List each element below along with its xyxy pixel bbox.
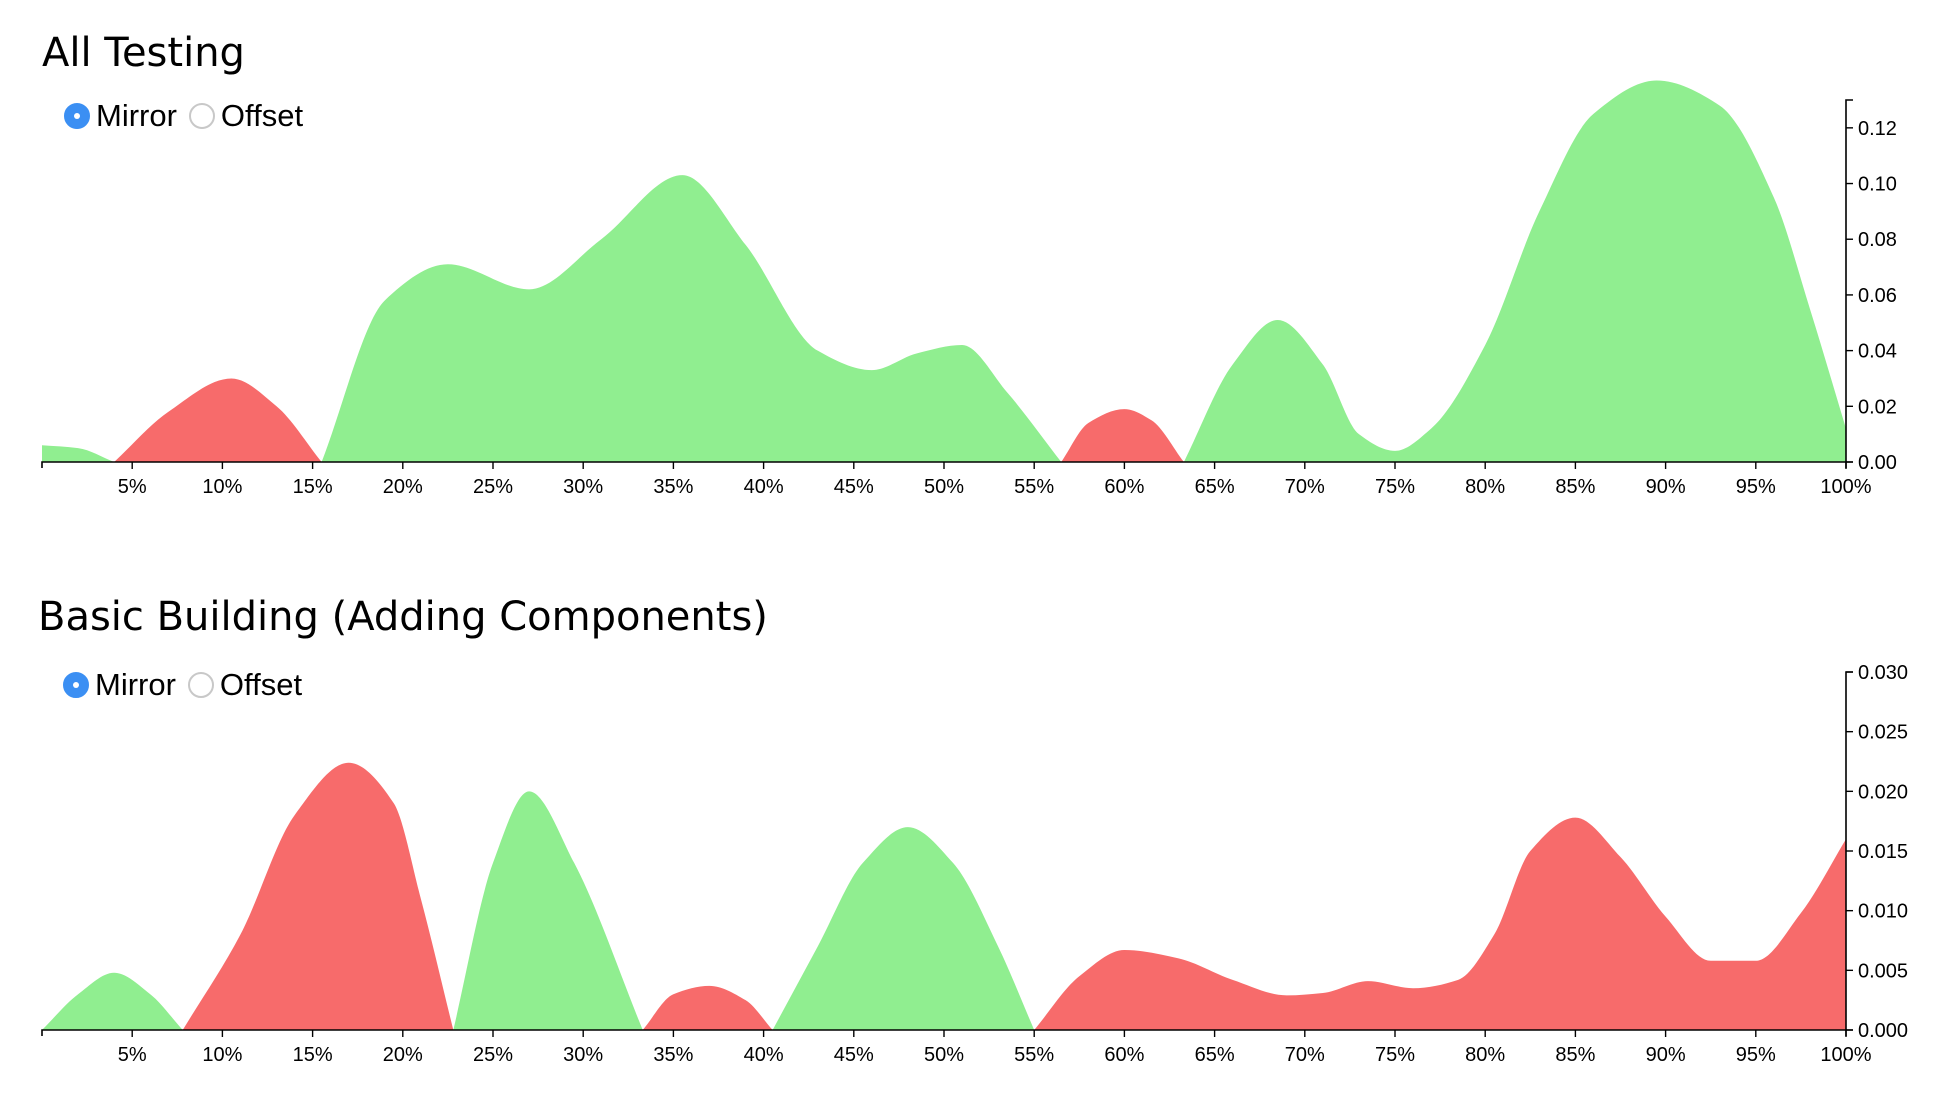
x-tick-label: 50% <box>924 476 964 498</box>
mode-selector: Mirror Offset <box>64 98 315 134</box>
chart-title: All Testing <box>42 30 245 76</box>
mirror-radio[interactable] <box>63 672 89 698</box>
x-tick-label: 100% <box>1820 1044 1871 1066</box>
x-tick-label: 100% <box>1820 476 1871 498</box>
chart-panel-basic-building: Basic Building (Adding Components) Mirro… <box>0 560 1956 1104</box>
x-tick-label: 45% <box>834 476 874 498</box>
offset-label: Offset <box>219 667 303 702</box>
x-tick-label: 75% <box>1375 476 1415 498</box>
x-tick-label: 60% <box>1104 1044 1144 1066</box>
x-tick-label: 10% <box>202 476 242 498</box>
x-tick-label: 35% <box>653 1044 693 1066</box>
x-tick-label: 30% <box>563 1044 603 1066</box>
x-tick-label: 30% <box>563 476 603 498</box>
y-tick-label: 0.12 <box>1858 118 1897 140</box>
x-tick-label: 15% <box>293 1044 333 1066</box>
x-tick-label: 35% <box>653 476 693 498</box>
y-tick-label: 0.08 <box>1858 229 1897 251</box>
x-axis: 5% 10% 15% 20% 25% 30% 35% 40% 45% 50% 55% 60% 65% 70… <box>41 1029 1872 1066</box>
x-tick-label: 70% <box>1285 1044 1325 1066</box>
x-tick-label: 80% <box>1465 1044 1505 1066</box>
offset-radio[interactable] <box>188 103 215 129</box>
mirror-radio[interactable] <box>64 103 90 129</box>
area-segment-positive <box>1183 80 1846 462</box>
x-tick-label: 5% <box>118 476 147 498</box>
x-tick-label: 55% <box>1014 476 1054 498</box>
offset-option[interactable]: Offset <box>188 98 304 134</box>
chart-title: Basic Building (Adding Components) <box>38 594 768 640</box>
y-tick-label: 0.015 <box>1858 841 1908 863</box>
area-segment-negative <box>182 762 454 1030</box>
x-tick-label: 70% <box>1285 476 1325 498</box>
x-tick-label: 60% <box>1104 476 1144 498</box>
area-segment-positive <box>321 175 1062 462</box>
x-tick-label: 20% <box>383 476 423 498</box>
x-tick-label: 85% <box>1555 476 1595 498</box>
x-tick-label: 45% <box>834 1044 874 1066</box>
area-segment-positive <box>42 445 115 462</box>
x-tick-label: 95% <box>1736 476 1776 498</box>
area-segment-negative <box>114 378 322 462</box>
area-segment-negative <box>642 985 773 1030</box>
y-tick-label: 0.030 <box>1858 662 1908 684</box>
area-segment-negative <box>1061 409 1184 462</box>
y-axis-line <box>1845 99 1853 463</box>
x-tick-label: 15% <box>293 476 333 498</box>
x-tick-label: 95% <box>1736 1044 1776 1066</box>
x-tick-label: 50% <box>924 1044 964 1066</box>
mirror-label: Mirror <box>95 667 176 702</box>
mirror-option[interactable]: Mirror <box>63 667 176 703</box>
x-tick-label: 25% <box>473 1044 513 1066</box>
x-tick-label: 75% <box>1375 1044 1415 1066</box>
x-tick-label: 5% <box>118 1044 147 1066</box>
x-tick-label: 85% <box>1555 1044 1595 1066</box>
y-tick-label: 0.02 <box>1858 396 1897 418</box>
x-tick-label: 25% <box>473 476 513 498</box>
y-axis: 0.00 0.02 0.04 0.06 0.08 0.10 0.12 <box>1845 99 1897 474</box>
offset-radio[interactable] <box>187 672 214 698</box>
x-tick-label: 10% <box>202 1044 242 1066</box>
area-chart-all-testing: 5% 10% 15% 20% 25% 30% 35% 40% 45% 50% 55% 60% 65% 70… <box>41 80 1897 498</box>
x-tick-label: 65% <box>1195 1044 1235 1066</box>
area-segment-positive <box>772 827 1035 1030</box>
offset-label: Offset <box>220 98 304 133</box>
x-tick-label: 90% <box>1646 1044 1686 1066</box>
y-tick-label: 0.04 <box>1858 341 1897 363</box>
mirror-option[interactable]: Mirror <box>64 98 177 134</box>
y-tick-label: 0.010 <box>1858 901 1908 923</box>
x-tick-label: 65% <box>1195 476 1235 498</box>
y-axis: 0.000 0.005 0.010 0.015 0.020 0.025 0.030 <box>1845 662 1908 1042</box>
y-tick-label: 0.10 <box>1858 174 1897 196</box>
area-segment-positive <box>42 972 183 1030</box>
x-tick-label: 90% <box>1646 476 1686 498</box>
y-tick-label: 0.025 <box>1858 722 1908 744</box>
y-tick-label: 0.005 <box>1858 960 1908 982</box>
mode-selector: Mirror Offset <box>63 667 314 703</box>
y-tick-label: 0.000 <box>1858 1020 1908 1042</box>
x-tick-label: 80% <box>1465 476 1505 498</box>
y-tick-label: 0.00 <box>1858 452 1897 474</box>
x-tick-label: 55% <box>1014 1044 1054 1066</box>
area-chart-basic-building: 5% 10% 15% 20% 25% 30% 35% 40% 45% 50% 55% 60% 65% 70… <box>41 662 1908 1066</box>
area-segment-negative <box>1034 817 1846 1030</box>
chart-panel-all-testing: All Testing Mirror Offset 5% 10% 15% 20% 25%… <box>0 0 1956 520</box>
x-tick-label: 20% <box>383 1044 423 1066</box>
x-axis: 5% 10% 15% 20% 25% 30% 35% 40% 45% 50% 55% 60% 65% 70… <box>41 461 1872 498</box>
y-tick-label: 0.06 <box>1858 285 1897 307</box>
y-tick-label: 0.020 <box>1858 781 1908 803</box>
offset-option[interactable]: Offset <box>187 667 303 703</box>
area-segment-positive <box>453 791 643 1030</box>
mirror-label: Mirror <box>96 98 177 133</box>
x-tick-label: 40% <box>744 1044 784 1066</box>
x-tick-label: 40% <box>744 476 784 498</box>
